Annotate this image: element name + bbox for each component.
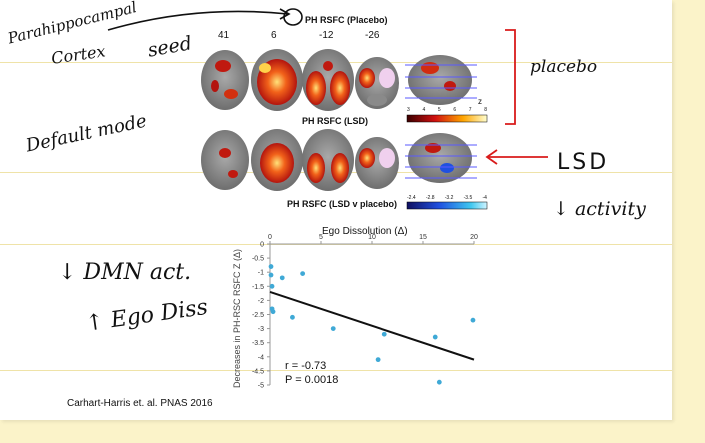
scale-tick: 5 xyxy=(437,107,441,113)
note-dmn-act: ↓ DMN act. xyxy=(58,260,192,285)
y-tick-label: -1 xyxy=(258,270,264,277)
y-tick-label: -4 xyxy=(258,354,264,361)
data-point xyxy=(432,334,438,340)
chart-title: Ego Dissolution (Δ) xyxy=(322,226,408,237)
fit-line xyxy=(269,290,475,361)
y-tick-label: -2 xyxy=(258,298,264,305)
x-tick-label: 10 xyxy=(368,234,376,241)
cool-scale-ticks: -2.4 -2.8 -3.2 -3.5 -4 xyxy=(407,195,487,201)
brain-slices-svg xyxy=(201,49,488,210)
brain-slice xyxy=(201,50,249,110)
brain-slice xyxy=(251,49,303,111)
data-point xyxy=(290,314,295,320)
x-tick-label: 5 xyxy=(319,234,323,241)
scale-tick: 7 xyxy=(468,107,472,113)
figure-title-contrast: PH RSFC (LSD v placebo) xyxy=(287,199,398,209)
brain-slice xyxy=(201,130,249,190)
stat-r: r = -0.73 xyxy=(285,360,327,372)
scale-tick: -3.5 xyxy=(463,195,473,201)
scale-tick: 4 xyxy=(422,107,426,113)
y-tick-label: -5 xyxy=(258,383,264,390)
data-point xyxy=(269,283,275,289)
brain-sagittal xyxy=(405,55,477,105)
brain-sagittal xyxy=(405,133,477,183)
data-point xyxy=(436,379,442,385)
y-tick-label: -0.5 xyxy=(252,256,264,263)
x-tick-label: 20 xyxy=(470,234,478,241)
scale-tick: -4 xyxy=(482,195,487,201)
y-tick-label: -3.5 xyxy=(252,340,264,347)
scale-tick: -2.4 xyxy=(407,195,416,201)
y-tick-label: -1.5 xyxy=(252,284,264,291)
scale-tick: 8 xyxy=(484,107,487,113)
brain-slice xyxy=(302,49,354,111)
data-point xyxy=(279,275,285,281)
data-point xyxy=(270,309,276,315)
y-tick-label: -4.5 xyxy=(252,368,264,375)
cool-colorbar xyxy=(406,201,488,210)
ruled-line xyxy=(0,370,672,371)
hot-scale-ticks: 3 4 5 6 7 8 xyxy=(407,107,487,113)
note-activity: ↓ activity xyxy=(553,198,646,220)
figure-title-lsd: PH RSFC (LSD) xyxy=(302,116,368,126)
data-point xyxy=(381,331,387,337)
scale-tick: 6 xyxy=(453,107,457,113)
brain-figure: PH RSFC (Placebo) 41 6 -12 -26 xyxy=(195,8,515,213)
citation: Carhart-Harris et. al. PNAS 2016 xyxy=(67,398,213,409)
slice-label: -26 xyxy=(365,30,380,41)
data-point xyxy=(375,357,381,363)
slice-label: -12 xyxy=(319,30,334,41)
y-tick-label: -3 xyxy=(258,326,264,333)
data-point xyxy=(268,264,274,269)
notes-page: PH RSFC (Placebo) 41 6 -12 -26 xyxy=(0,0,672,420)
note-lsd: LSD xyxy=(557,150,610,175)
scatter-chart: 0 5 10 15 20 0 -0.5 -1 -1.5 -2 -2.5 -3 -3.5 -4 -4.5 -5 xyxy=(252,234,478,390)
hot-colorbar xyxy=(406,114,488,123)
y-tick-label: 0 xyxy=(260,242,264,249)
x-tick-label: 0 xyxy=(268,234,272,241)
scale-tick: -2.8 xyxy=(425,195,435,201)
x-tick-label: 15 xyxy=(419,234,427,241)
y-tick-label: -2.5 xyxy=(252,312,264,319)
scale-tick: -3.2 xyxy=(444,195,454,201)
brain-slice xyxy=(251,129,303,191)
scale-tick: 3 xyxy=(407,107,410,113)
brain-slice xyxy=(355,137,399,189)
data-point xyxy=(300,271,306,277)
data-point xyxy=(268,272,274,278)
stat-p: P = 0.0018 xyxy=(285,374,339,386)
figure-title-placebo: PH RSFC (Placebo) xyxy=(305,15,388,25)
z-label: z xyxy=(478,97,482,106)
slice-label: 6 xyxy=(271,30,277,41)
brain-slice xyxy=(302,129,354,191)
data-point xyxy=(470,317,476,323)
data-point xyxy=(330,326,336,331)
brain-slice xyxy=(355,57,399,109)
slice-label: 41 xyxy=(218,30,230,41)
note-placebo: placebo xyxy=(530,57,598,77)
